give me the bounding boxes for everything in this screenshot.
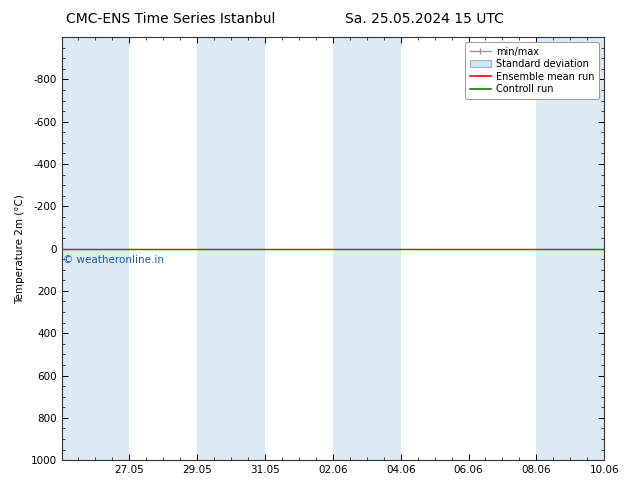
Text: © weatheronline.in: © weatheronline.in <box>63 255 164 265</box>
Legend: min/max, Standard deviation, Ensemble mean run, Controll run: min/max, Standard deviation, Ensemble me… <box>465 42 599 99</box>
Text: Sa. 25.05.2024 15 UTC: Sa. 25.05.2024 15 UTC <box>346 12 504 26</box>
Y-axis label: Temperature 2m (°C): Temperature 2m (°C) <box>15 194 25 303</box>
Text: CMC-ENS Time Series Istanbul: CMC-ENS Time Series Istanbul <box>67 12 276 26</box>
Bar <box>536 37 604 460</box>
Bar <box>197 37 265 460</box>
Bar <box>333 37 401 460</box>
Bar <box>61 37 129 460</box>
